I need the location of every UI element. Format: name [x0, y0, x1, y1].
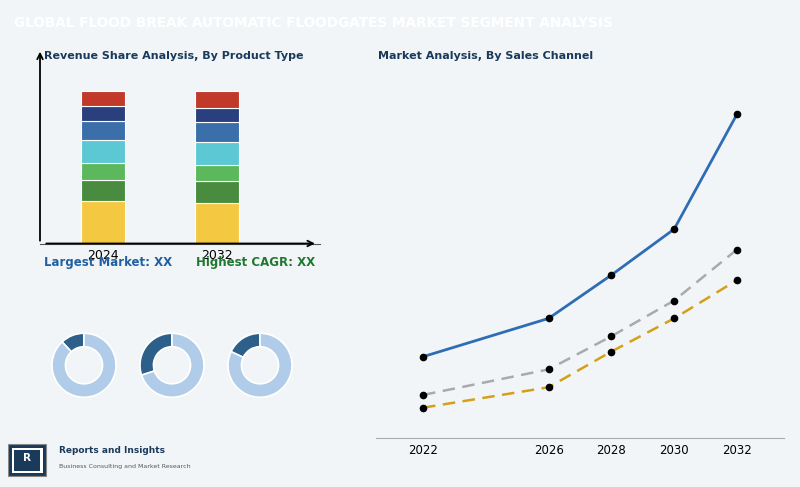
Wedge shape [62, 333, 84, 352]
Text: GLOBAL FLOOD BREAK AUTOMATIC FLOODGATES MARKET SEGMENT ANALYSIS: GLOBAL FLOOD BREAK AUTOMATIC FLOODGATES … [14, 16, 614, 30]
Bar [81, 121, 125, 140]
FancyBboxPatch shape [14, 450, 40, 470]
Bar [81, 106, 125, 121]
Wedge shape [228, 333, 292, 397]
Bar [195, 142, 239, 165]
Wedge shape [231, 333, 260, 357]
FancyBboxPatch shape [12, 448, 42, 473]
Bar [195, 181, 239, 203]
Bar [81, 201, 125, 244]
Bar [81, 91, 125, 106]
Bar [81, 180, 125, 201]
Bar [195, 203, 239, 244]
Text: Market Analysis, By Sales Channel: Market Analysis, By Sales Channel [378, 51, 593, 61]
Text: Largest Market: XX: Largest Market: XX [44, 256, 172, 269]
Wedge shape [140, 333, 172, 375]
Text: Business Consulting and Market Research: Business Consulting and Market Research [59, 464, 191, 469]
Text: Reports and Insights: Reports and Insights [59, 446, 165, 455]
Bar [195, 122, 239, 142]
Wedge shape [142, 333, 204, 397]
FancyBboxPatch shape [8, 445, 46, 476]
Bar [81, 163, 125, 180]
Text: Highest CAGR: XX: Highest CAGR: XX [196, 256, 315, 269]
Bar [195, 108, 239, 122]
Bar [81, 140, 125, 163]
Wedge shape [52, 333, 116, 397]
Bar [195, 165, 239, 181]
Text: Revenue Share Analysis, By Product Type: Revenue Share Analysis, By Product Type [44, 51, 303, 61]
Text: R: R [23, 453, 31, 463]
Bar [195, 91, 239, 108]
